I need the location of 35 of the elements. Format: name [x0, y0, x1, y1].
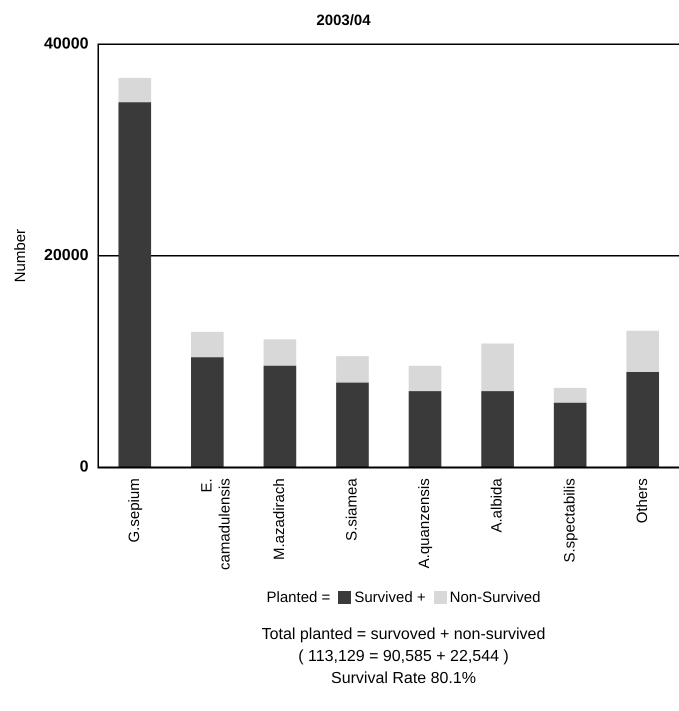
chart-title: 2003/04 [316, 12, 372, 30]
bar [264, 339, 296, 366]
bar [626, 372, 660, 467]
legend-label: Non-Survived [450, 589, 540, 606]
bar [336, 382, 369, 467]
bar [626, 330, 660, 372]
text: Survival Rate 80.1% [330, 669, 477, 689]
y-tick-label: 0 [80, 458, 89, 476]
bar [408, 391, 442, 467]
bar [118, 102, 152, 467]
bar [408, 366, 442, 392]
legend-title: Planted = [266, 589, 330, 606]
bar [554, 402, 586, 467]
x-tick-label: E. camadulensis [198, 478, 234, 570]
x-tick-label: S.siamea [344, 478, 361, 541]
x-tick-label: A.quanzensis [416, 478, 434, 568]
y-axis-title: Number [12, 228, 30, 282]
bar [336, 356, 369, 383]
x-tick-label: A.albida [488, 478, 506, 533]
bar [264, 366, 296, 467]
text: ( 113,129 = 90,585 + 22,544 ) [297, 647, 510, 667]
legend-label: Survived + [354, 589, 426, 606]
bar [481, 343, 514, 392]
bar [554, 388, 586, 403]
x-tick-label: M.azadirach [271, 478, 288, 560]
bar [191, 357, 224, 467]
bar [191, 332, 224, 358]
x-tick-label: S.spectabilis [561, 478, 578, 563]
x-tick-label: Others [634, 478, 651, 524]
y-tick-label: 20000 [44, 247, 89, 264]
text: Total planted = survoved + non-survived [260, 625, 546, 645]
bar [481, 391, 514, 467]
bar [118, 78, 152, 102]
y-tick-label: 40000 [44, 35, 89, 52]
x-tick-label: G.sepium [126, 478, 143, 542]
